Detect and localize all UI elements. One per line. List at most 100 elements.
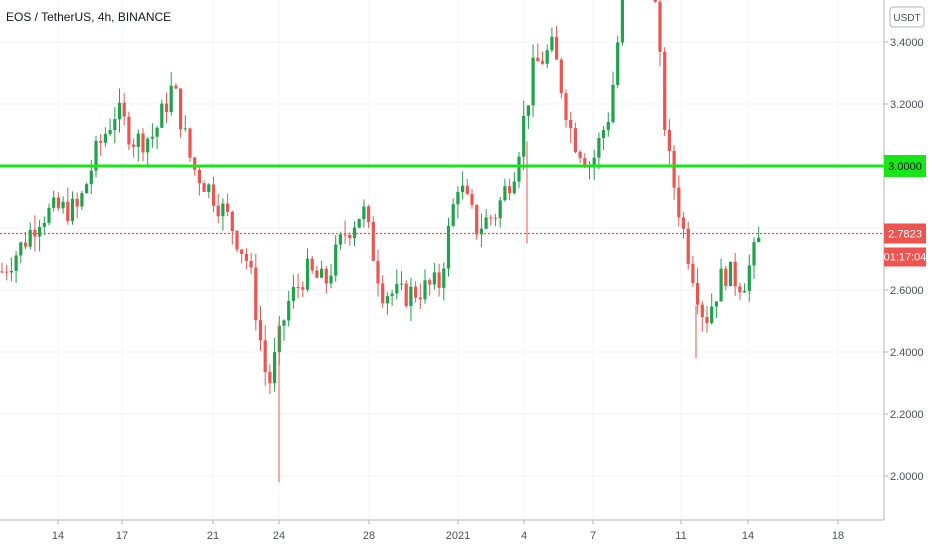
candle-body [503, 186, 507, 201]
candle-body [291, 287, 295, 301]
candle-body [221, 203, 225, 217]
x-tick-label: 11 [675, 530, 686, 542]
candle-body [508, 186, 512, 194]
last-price-badge: 2.7823 [884, 223, 926, 244]
candle-body [352, 227, 357, 239]
candle-body [108, 130, 112, 135]
candle-body [273, 352, 277, 384]
countdown-badge: 01:17:04 [884, 247, 927, 267]
grid-lines [0, 0, 884, 520]
x-tick-label: 14 [742, 530, 754, 542]
chart-title: EOS / TetherUS, 4h, BINANCE [6, 10, 171, 24]
candle-body [578, 152, 582, 159]
candle-body [620, 0, 624, 43]
candle-body [399, 283, 404, 285]
candle-body [320, 268, 324, 278]
y-tick-label: 3.4000 [890, 37, 924, 49]
candle-body [19, 242, 23, 256]
y-tick-label: 2.4000 [890, 347, 924, 359]
candle-body [263, 340, 267, 373]
y-tick-label: 2.0000 [890, 471, 924, 483]
x-tick-label: 2021 [446, 530, 470, 542]
level-price-badge: 3.0000 [884, 155, 926, 177]
candle-body [282, 320, 286, 326]
candle-body [169, 85, 173, 113]
candle-body [66, 201, 70, 222]
candle-body [28, 229, 32, 247]
candle-body [479, 228, 483, 235]
candle-body [329, 275, 333, 284]
candle-body [710, 306, 714, 324]
candle-body [202, 183, 206, 192]
candle-body [461, 185, 465, 193]
x-tick-label: 28 [363, 530, 375, 542]
candle-body [226, 203, 230, 212]
candle-body [150, 136, 154, 139]
candle-body [691, 263, 695, 284]
candle-body [526, 105, 530, 116]
candle-body [362, 206, 366, 220]
candle-body [183, 128, 187, 130]
candle-body [132, 144, 136, 147]
time-axis[interactable]: 14 17 21 24 28 2021 4 7 11 14 18 [0, 519, 884, 542]
candle-body [597, 138, 601, 158]
candle-body [179, 88, 183, 130]
candle-body [743, 290, 747, 293]
countdown-label: 01:17:04 [884, 251, 927, 263]
candle-body [254, 267, 258, 321]
candle-body [141, 133, 145, 153]
candle-body [5, 271, 9, 273]
candle-body [475, 204, 479, 235]
candle-body [61, 201, 65, 209]
candle-body [23, 242, 28, 247]
currency-label: USDT [893, 13, 920, 24]
x-tick-label: 21 [207, 530, 219, 542]
candle-body [559, 59, 563, 94]
candle-body [686, 228, 690, 264]
candle-body [531, 57, 535, 106]
candle-body [127, 116, 131, 145]
candle-body [667, 129, 671, 151]
candle-body [70, 198, 75, 222]
candle-body [752, 242, 756, 266]
candle-body [555, 36, 559, 60]
candle-body [465, 185, 469, 195]
candle-body [33, 229, 37, 237]
candle-body [681, 217, 686, 229]
y-tick-label: 2.2000 [890, 409, 924, 421]
candle-body [80, 193, 84, 207]
candle-body [714, 301, 718, 307]
candle-body [719, 268, 723, 302]
candle-body [573, 128, 577, 153]
candle-body [367, 206, 371, 222]
candle-body [296, 287, 300, 289]
candle-body [390, 293, 394, 297]
candle-body [611, 84, 615, 123]
candle-body [324, 268, 328, 284]
candle-body [489, 217, 493, 219]
candle-body [385, 296, 389, 304]
candle-body [348, 235, 352, 239]
candle-body [357, 219, 361, 228]
candle-body [747, 265, 751, 291]
candle-body [103, 134, 107, 143]
y-tick-label: 3.2000 [890, 99, 924, 111]
candle-body [244, 253, 248, 261]
candle-body [672, 150, 676, 188]
candle-body [155, 127, 159, 137]
candle-body [700, 304, 704, 318]
candle-body [550, 36, 554, 51]
candle-body [451, 204, 455, 226]
candle-body [235, 230, 239, 250]
candle-body [211, 184, 216, 206]
candle-body [733, 261, 737, 287]
candle-body [146, 138, 150, 153]
candle-body [122, 102, 126, 117]
candle-body [268, 372, 272, 384]
candle-body [207, 184, 211, 192]
currency-badge[interactable]: USDT [889, 6, 925, 28]
candle-body [164, 103, 169, 113]
x-tick-label: 7 [590, 530, 596, 542]
candle-body [677, 187, 681, 218]
